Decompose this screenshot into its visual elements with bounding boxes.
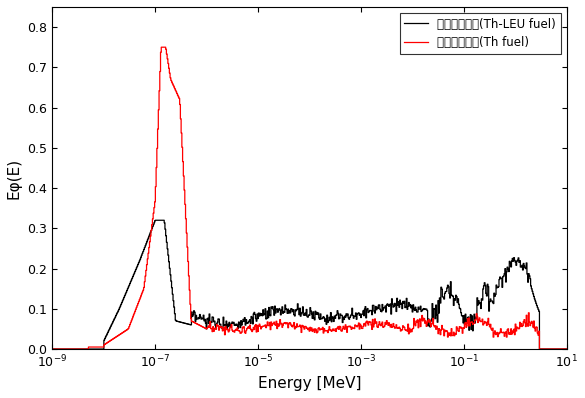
내부순환영역(Th-LEU fuel) bbox=[287, 310, 294, 315]
내부순환영역(Th-LEU fuel) bbox=[331, 316, 338, 321]
Line: 내부순환영역(Th-LEU fuel): 내부순환영역(Th-LEU fuel) bbox=[53, 220, 567, 349]
내부순환영역(Th-LEU fuel) bbox=[326, 318, 333, 322]
외부순환영역(Th fuel) bbox=[287, 321, 294, 326]
내부순환영역(Th-LEU fuel) bbox=[49, 347, 56, 351]
Line: 외부순환영역(Th fuel): 외부순환영역(Th fuel) bbox=[53, 47, 567, 349]
내부순환영역(Th-LEU fuel) bbox=[424, 308, 431, 313]
Legend: 내부순환영역(Th-LEU fuel), 외부순환영역(Th fuel): 내부순환영역(Th-LEU fuel), 외부순환영역(Th fuel) bbox=[400, 13, 561, 54]
외부순환영역(Th fuel) bbox=[563, 347, 570, 351]
내부순환영역(Th-LEU fuel) bbox=[152, 218, 159, 222]
외부순환영역(Th fuel) bbox=[49, 347, 56, 351]
X-axis label: Energy [MeV]: Energy [MeV] bbox=[258, 376, 362, 391]
내부순환영역(Th-LEU fuel) bbox=[96, 347, 103, 351]
외부순환영역(Th fuel) bbox=[424, 320, 431, 325]
내부순환영역(Th-LEU fuel) bbox=[304, 315, 311, 320]
외부순환영역(Th fuel) bbox=[326, 328, 333, 333]
외부순환영역(Th fuel) bbox=[96, 345, 103, 349]
외부순환영역(Th fuel) bbox=[331, 326, 338, 331]
Y-axis label: Eφ(E): Eφ(E) bbox=[7, 158, 22, 199]
외부순환영역(Th fuel) bbox=[304, 327, 311, 332]
외부순환영역(Th fuel) bbox=[158, 45, 165, 50]
내부순환영역(Th-LEU fuel) bbox=[563, 347, 570, 351]
